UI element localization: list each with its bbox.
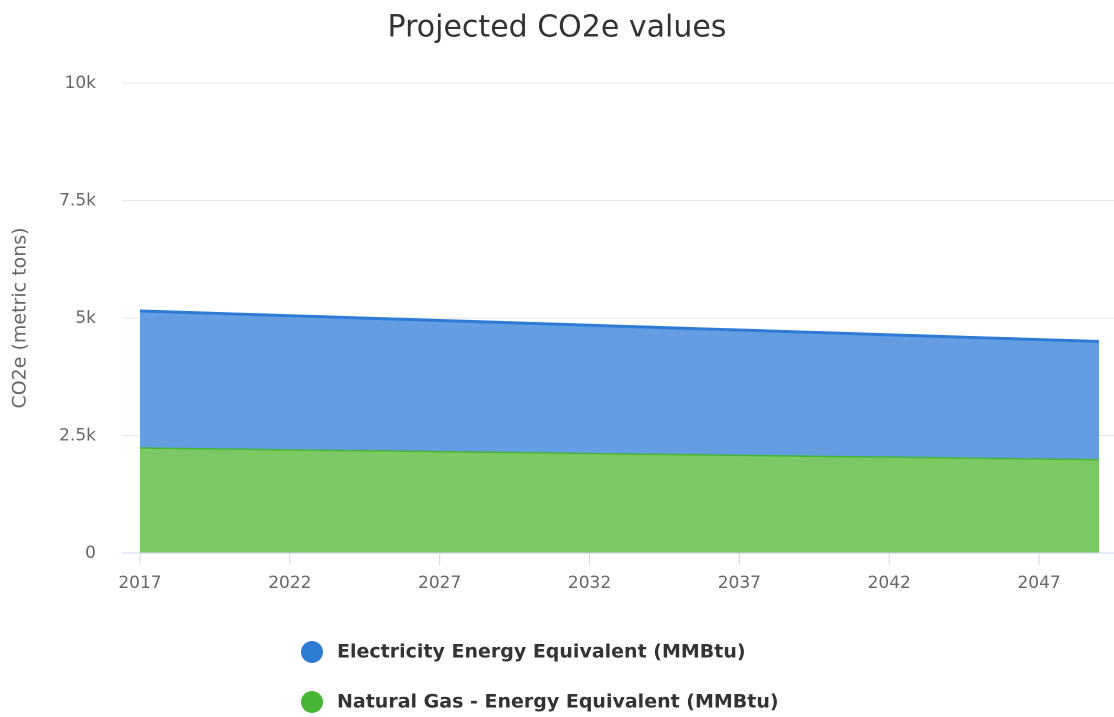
y-tick-label: 2.5k bbox=[59, 426, 96, 446]
y-tick-label: 7.5k bbox=[59, 191, 96, 211]
x-tick-label: 2027 bbox=[418, 573, 461, 593]
y-tick-label: 10k bbox=[65, 73, 97, 93]
x-tick-label: 2047 bbox=[1017, 573, 1060, 593]
y-axis-title: CO2e (metric tons) bbox=[9, 227, 31, 408]
x-tick-label: 2037 bbox=[718, 573, 761, 593]
x-tick-label: 2042 bbox=[868, 573, 911, 593]
legend-marker bbox=[301, 641, 323, 663]
legend-label: Electricity Energy Equivalent (MMBtu) bbox=[337, 641, 746, 663]
chart-title: Projected CO2e values bbox=[388, 10, 727, 45]
x-tick-label: 2022 bbox=[268, 573, 311, 593]
area-line bbox=[139, 309, 1100, 343]
area-fill bbox=[139, 310, 1100, 459]
legend-marker bbox=[301, 691, 323, 713]
y-tick-label: 0 bbox=[85, 543, 96, 563]
area-fill bbox=[139, 447, 1100, 553]
y-tick-label: 5k bbox=[75, 308, 96, 328]
x-tick-label: 2032 bbox=[568, 573, 611, 593]
legend-label: Natural Gas - Energy Equivalent (MMBtu) bbox=[337, 691, 779, 713]
x-tick-label: 2017 bbox=[118, 573, 161, 593]
